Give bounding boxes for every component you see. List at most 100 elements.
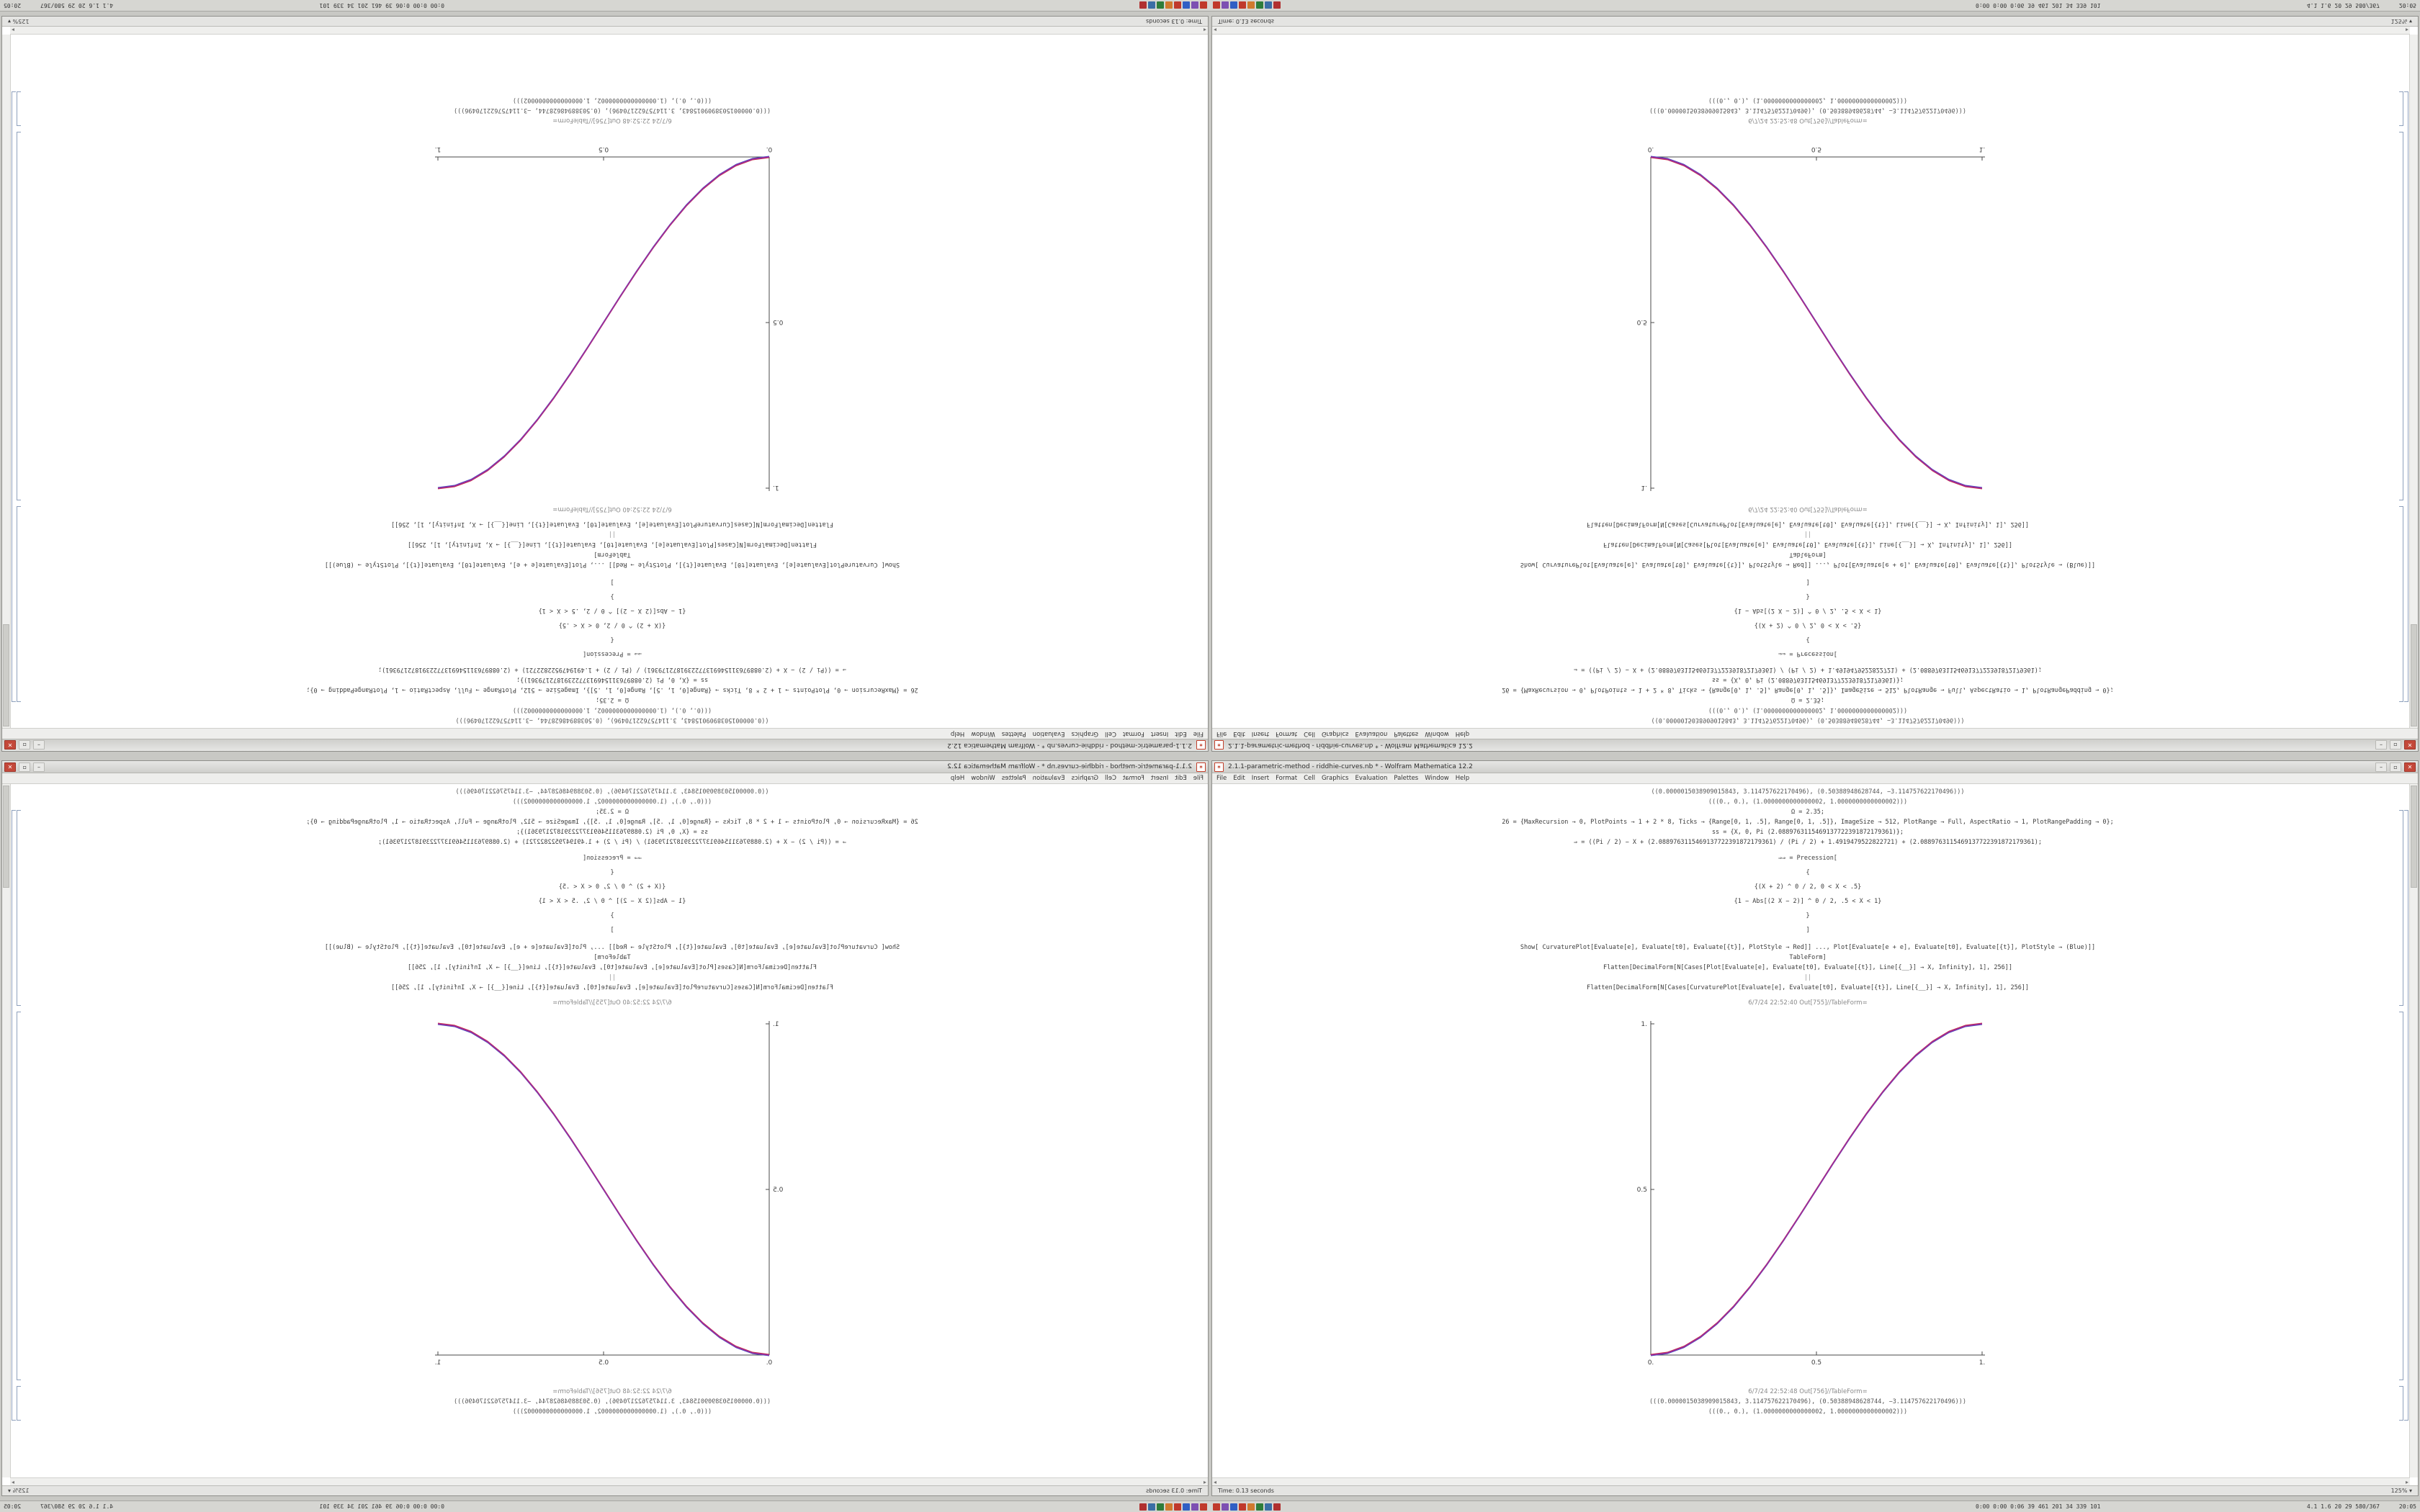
maximize-button[interactable]: ▫	[2390, 740, 2401, 750]
menu-item[interactable]: Edit	[1175, 730, 1187, 737]
menu-item[interactable]: File	[1216, 775, 1227, 782]
cell-bracket[interactable]	[2399, 91, 2403, 126]
vertical-scrollbar[interactable]	[2, 35, 11, 728]
code-line[interactable]: }	[1806, 912, 1810, 919]
scrollbar-thumb[interactable]	[2411, 624, 2417, 726]
tray-icon[interactable]	[1174, 1503, 1181, 1511]
tray-icon[interactable]	[1247, 1503, 1255, 1511]
scroll-left-arrow-icon[interactable]: ◂	[1214, 1478, 1217, 1485]
code-line[interactable]: {(X + 2) ^ 0 / 2, 0 < X < .5}	[1754, 621, 1862, 629]
code-line[interactable]: {1 − Abs[(2 X − 2)] ^ 0 / 2, .5 < X < 1}	[538, 607, 686, 614]
mathematica-app-icon[interactable]: ✶	[1196, 740, 1206, 750]
close-button[interactable]: ✕	[4, 762, 16, 772]
maximize-button[interactable]: ▫	[19, 740, 30, 750]
vertical-scrollbar[interactable]	[2409, 35, 2418, 728]
scroll-right-arrow-icon[interactable]: ▸	[2405, 27, 2408, 34]
code-line[interactable]: ss = {X, 0, Pi (2.0889763115469137722391…	[1711, 676, 1904, 683]
menu-item[interactable]: Help	[1455, 730, 1470, 737]
horizontal-scrollbar[interactable]: ◂ ▸	[1212, 27, 2410, 35]
mathematica-app-icon[interactable]: ✶	[1214, 762, 1224, 772]
scroll-right-arrow-icon[interactable]: ▸	[2405, 1478, 2408, 1485]
tray-icon[interactable]	[1273, 1, 1281, 9]
menu-item[interactable]: Insert	[1251, 730, 1270, 737]
menu-item[interactable]: Help	[950, 775, 965, 782]
tray-icon[interactable]	[1157, 1503, 1164, 1511]
code-line[interactable]: TableForm]	[593, 551, 631, 558]
tray-icon[interactable]	[1239, 1, 1246, 9]
code-line[interactable]: Ω = 2.35;	[1791, 696, 1825, 703]
code-line[interactable]: Show[ CurvaturePlot[Evaluate[e], Evaluat…	[1520, 561, 2096, 568]
tray-icon[interactable]	[1148, 1, 1155, 9]
cell-bracket[interactable]	[17, 810, 21, 1006]
scrollbar-thumb[interactable]	[3, 786, 9, 888]
code-line[interactable]: {1 − Abs[(2 X − 2)] ^ 0 / 2, .5 < X < 1}	[1734, 898, 1882, 905]
menu-item[interactable]: Graphics	[1071, 775, 1099, 782]
code-line[interactable]: Ω = 2.35;	[595, 809, 629, 816]
menu-item[interactable]: Cell	[1304, 775, 1315, 782]
tray-icon[interactable]	[1200, 1503, 1207, 1511]
menu-item[interactable]: Window	[971, 730, 995, 737]
code-line[interactable]: Flatten[DecimalForm[N[Cases[CurvaturePlo…	[390, 984, 834, 991]
menu-item[interactable]: Palettes	[1394, 730, 1419, 737]
menu-item[interactable]: Window	[1425, 730, 1449, 737]
code-line[interactable]: ⇒⇒ = Precession[	[1778, 855, 1837, 862]
cell-group-bracket[interactable]	[2404, 91, 2408, 702]
menu-item[interactable]: File	[1193, 730, 1204, 737]
menu-item[interactable]: Edit	[1233, 775, 1245, 782]
code-line[interactable]: {(X + 2) ^ 0 / 2, 0 < X < .5}	[558, 621, 666, 629]
menu-item[interactable]: Cell	[1304, 730, 1315, 737]
code-line[interactable]: 26 = {MaxRecursion → 0, PlotPoints → 1 +…	[1502, 819, 2114, 826]
cell-group-bracket[interactable]	[2404, 810, 2408, 1421]
code-line[interactable]: ⇒⇒ = Precession[	[583, 650, 642, 657]
maximize-button[interactable]: ▫	[19, 762, 30, 772]
code-line[interactable]: TableForm]	[593, 954, 631, 961]
code-line[interactable]: TableForm]	[1789, 954, 1827, 961]
menu-item[interactable]: File	[1193, 775, 1204, 782]
code-line[interactable]: Show[ CurvaturePlot[Evaluate[e], Evaluat…	[1520, 944, 2096, 951]
menu-item[interactable]: Graphics	[1071, 730, 1099, 737]
code-line[interactable]: {1 − Abs[(2 X − 2)] ^ 0 / 2, .5 < X < 1}	[538, 898, 686, 905]
tray-icon[interactable]	[1222, 1, 1229, 9]
menu-item[interactable]: Insert	[1150, 730, 1169, 737]
tray-icon[interactable]	[1157, 1, 1164, 9]
code-line[interactable]: ||	[608, 974, 617, 981]
scroll-left-arrow-icon[interactable]: ◂	[1214, 27, 1217, 34]
menu-item[interactable]: Format	[1276, 775, 1298, 782]
code-line[interactable]: {1 − Abs[(2 X − 2)] ^ 0 / 2, .5 < X < 1}	[1734, 607, 1882, 614]
code-line[interactable]: {	[1806, 636, 1810, 643]
menu-item[interactable]: Format	[1276, 730, 1298, 737]
menu-item[interactable]: Help	[950, 730, 965, 737]
menu-item[interactable]: Evaluation	[1355, 775, 1388, 782]
menu-item[interactable]: Palettes	[1001, 775, 1026, 782]
tray-icon[interactable]	[1183, 1503, 1190, 1511]
tray-icon[interactable]	[1183, 1, 1190, 9]
code-line[interactable]: Flatten[DecimalForm[N[Cases[CurvaturePlo…	[1586, 521, 2030, 528]
code-line[interactable]: {(X + 2) ^ 0 / 2, 0 < X < .5}	[558, 883, 666, 891]
menu-item[interactable]: Window	[971, 775, 995, 782]
code-line[interactable]: {(X + 2) ^ 0 / 2, 0 < X < .5}	[1754, 883, 1862, 891]
horizontal-scrollbar[interactable]: ◂ ▸	[10, 1477, 1208, 1485]
code-line[interactable]: {	[610, 636, 614, 643]
window-titlebar[interactable]: ✶ 2.1.1-parametric-method - riddhie-curv…	[2, 739, 1208, 751]
tray-icon[interactable]	[1139, 1, 1147, 9]
tray-icon[interactable]	[1148, 1503, 1155, 1511]
mathematica-app-icon[interactable]: ✶	[1196, 762, 1206, 772]
tray-icon[interactable]	[1139, 1503, 1147, 1511]
tray-icon[interactable]	[1213, 1, 1220, 9]
notebook-area[interactable]: ((0.0000015038909015843, 3.1147576221704…	[1212, 784, 2418, 1485]
code-line[interactable]: ]	[1806, 578, 1810, 585]
minimize-button[interactable]: –	[2375, 762, 2387, 772]
code-line[interactable]: ]	[610, 927, 614, 934]
code-line[interactable]: TableForm]	[1789, 551, 1827, 558]
maximize-button[interactable]: ▫	[2390, 762, 2401, 772]
tray-icon[interactable]	[1174, 1, 1181, 9]
window-titlebar[interactable]: ✶ 2.1.1-parametric-method - riddhie-curv…	[2, 761, 1208, 773]
cell-bracket[interactable]	[17, 1386, 21, 1421]
zoom-control[interactable]: 125% ▾	[2391, 1488, 2412, 1494]
code-line[interactable]: ss = {X, 0, Pi (2.0889763115469137722391…	[516, 829, 709, 836]
tray-icon[interactable]	[1256, 1503, 1263, 1511]
cell-bracket[interactable]	[17, 91, 21, 126]
menu-item[interactable]: Graphics	[1321, 730, 1349, 737]
notebook-area[interactable]: ((0.0000015038909015843, 3.1147576221704…	[1212, 27, 2418, 728]
cell-bracket[interactable]	[2399, 810, 2403, 1006]
